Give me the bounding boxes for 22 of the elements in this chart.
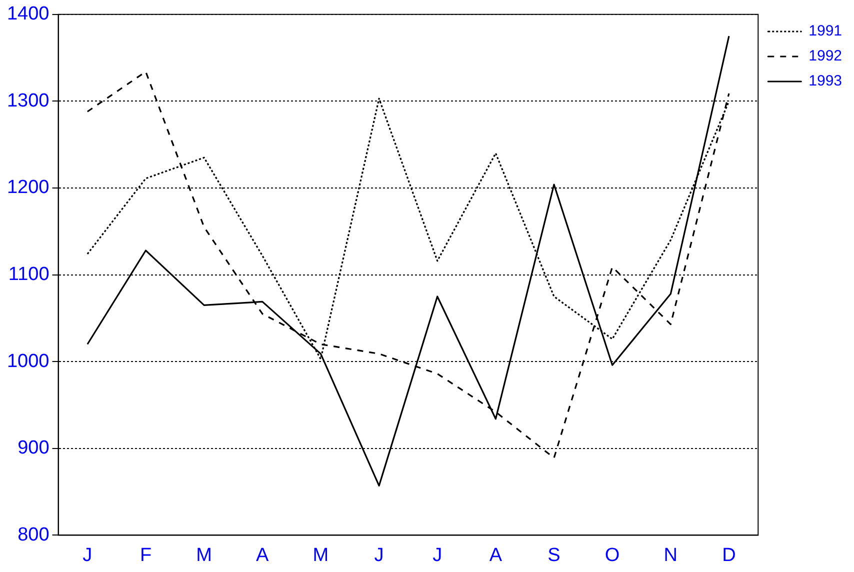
x-tick-label: A bbox=[489, 544, 502, 566]
x-tick-label: J bbox=[432, 544, 442, 566]
x-tick-label: O bbox=[604, 544, 620, 566]
x-tick-label: S bbox=[548, 544, 560, 566]
y-tick-label: 800 bbox=[18, 524, 50, 546]
y-tick-label: 1200 bbox=[6, 177, 50, 198]
x-tick-label: F bbox=[140, 544, 152, 566]
y-tick-label: 1100 bbox=[8, 264, 50, 286]
y-tick-label: 1400 bbox=[6, 4, 50, 25]
x-tick-label: N bbox=[664, 544, 678, 566]
x-tick-label: M bbox=[312, 544, 329, 566]
x-tick-label: J bbox=[374, 544, 384, 566]
legend-label: 1993 bbox=[808, 72, 842, 90]
x-tick-label: J bbox=[82, 544, 92, 566]
x-tick-label: M bbox=[196, 544, 212, 566]
y-tick-label: 1000 bbox=[6, 350, 50, 372]
y-tick-label: 900 bbox=[18, 438, 50, 459]
x-tick-label: A bbox=[256, 544, 270, 566]
legend-label: 1991 bbox=[808, 22, 842, 40]
legend-label: 1992 bbox=[808, 48, 842, 65]
y-tick-label: 1300 bbox=[6, 90, 50, 112]
x-tick-label: D bbox=[722, 544, 736, 566]
